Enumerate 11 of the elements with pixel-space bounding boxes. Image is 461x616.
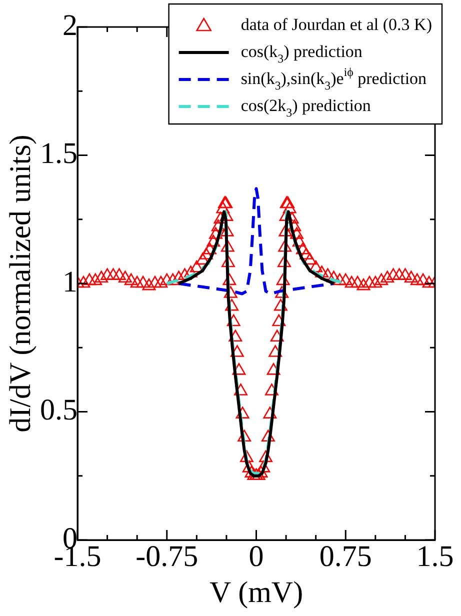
y-axis-title: dI/dV (normalized units): [4, 134, 37, 432]
y-tick-label: 1: [62, 265, 78, 298]
x-axis-title: V (mV): [209, 576, 304, 609]
x-tick-label: -0.75: [136, 540, 198, 573]
y-tick-label: 2: [62, 8, 78, 42]
x-tick-label: 1.5: [416, 540, 454, 573]
y-tick-label: 0.5: [40, 394, 78, 427]
x-tick-label: 0.75: [319, 540, 372, 573]
legend-label: data of Jourdan et al (0.3 K): [240, 14, 432, 34]
y-tick-label: 1.5: [40, 137, 78, 170]
x-tick-label: 0: [248, 540, 264, 573]
